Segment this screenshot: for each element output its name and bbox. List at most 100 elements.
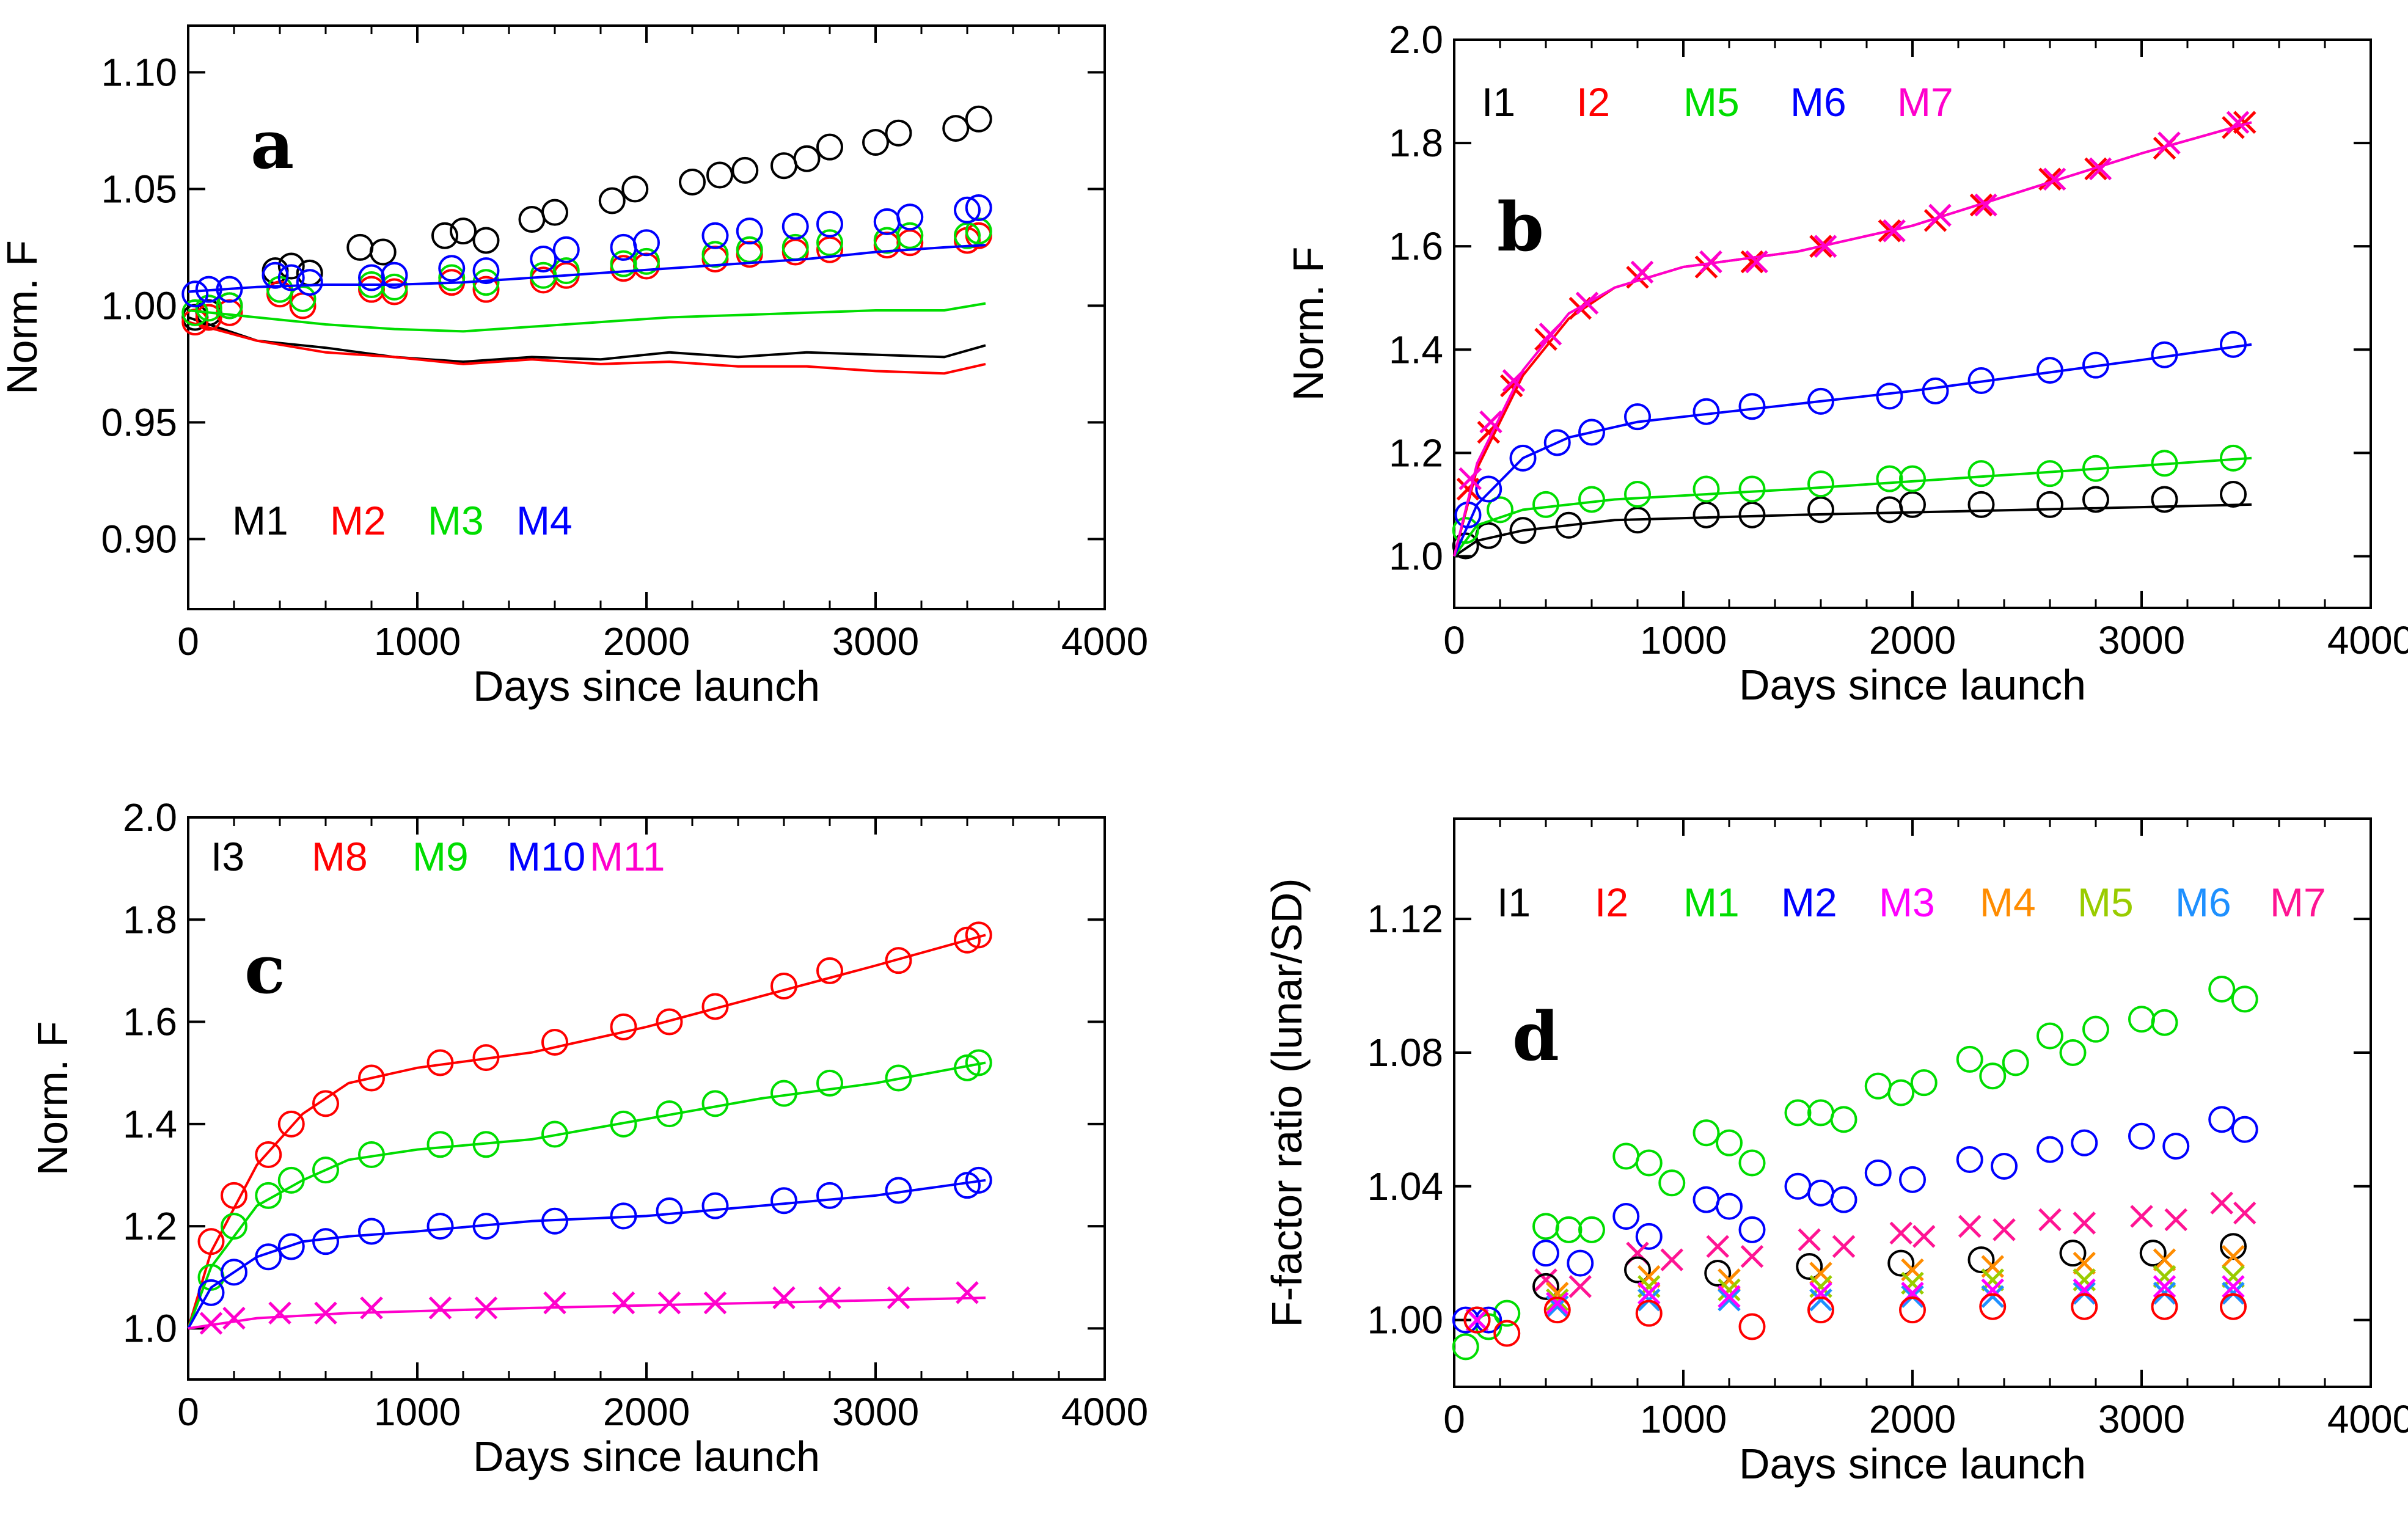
data-point (312, 1090, 339, 1117)
series-m7 (1453, 111, 2252, 557)
data-point (541, 1029, 568, 1056)
data-point (1532, 1213, 1559, 1240)
data-point (552, 236, 580, 263)
data-point (1578, 1216, 1605, 1243)
data-point (1993, 1218, 2016, 1241)
data-point (1887, 1249, 1915, 1277)
series-line (1453, 121, 2252, 557)
data-point (541, 1207, 568, 1235)
data-point (1452, 532, 1479, 560)
data-point (1958, 1215, 1982, 1238)
data-point (1887, 1079, 1915, 1106)
legend-entry: M7 (2270, 880, 2326, 925)
data-point (731, 156, 759, 184)
legend-entry: I3 (211, 834, 244, 879)
data-point (2037, 460, 2063, 488)
data-point (2082, 1015, 2109, 1043)
data-point (1532, 1240, 1559, 1267)
data-point (2139, 1240, 2167, 1267)
data-point (816, 1069, 843, 1097)
legend-entry: M5 (1683, 79, 1740, 125)
data-point (195, 276, 222, 303)
data-point (1493, 1299, 1521, 1327)
data-point (277, 252, 305, 280)
data-point (1740, 250, 1764, 274)
data-point (770, 1080, 797, 1107)
series-m1 (1452, 976, 2258, 1361)
x-tick-label: 3000 (832, 1390, 919, 1434)
data-point (701, 1192, 729, 1219)
data-point (2220, 481, 2247, 508)
data-point (610, 1202, 637, 1230)
data-point (1956, 1045, 1983, 1073)
data-point (610, 1013, 637, 1040)
legend-entry: M10 (507, 834, 585, 879)
data-point (221, 1259, 247, 1286)
data-point (277, 1110, 305, 1138)
y-tick-label: 1.8 (123, 897, 177, 941)
data-point (2043, 167, 2066, 191)
x-tick-label: 0 (177, 1390, 199, 1434)
data-point (1578, 418, 1605, 446)
data-point (1493, 1320, 1521, 1347)
data-point (816, 229, 843, 257)
data-point (736, 217, 763, 245)
x-tick-label: 4000 (2327, 618, 2408, 662)
data-point (701, 993, 729, 1020)
data-point (2220, 331, 2247, 358)
data-point (896, 229, 924, 257)
data-point (1979, 1062, 2007, 1090)
data-point (428, 1296, 452, 1320)
y-tick-label: 1.10 (101, 50, 177, 94)
data-point (1956, 1146, 1983, 1173)
data-point (1899, 465, 1926, 492)
data-point (2231, 985, 2258, 1013)
data-point (1899, 1166, 1926, 1193)
data-point (2038, 1208, 2062, 1232)
data-point (255, 1182, 282, 1209)
data-point (1704, 1260, 1732, 1287)
series-m9 (187, 1049, 992, 1329)
data-point (1910, 1069, 1938, 1097)
data-point (1928, 203, 1952, 227)
series-m5 (1452, 444, 2252, 557)
data-point (1807, 387, 1834, 415)
data-point (701, 222, 729, 249)
data-point (426, 1049, 454, 1076)
data-point (1981, 1285, 2005, 1309)
series-line (188, 1296, 986, 1330)
data-point (1539, 323, 1562, 346)
data-point (816, 236, 843, 263)
data-point (358, 1064, 385, 1092)
data-point (221, 1213, 247, 1240)
data-point (1912, 1225, 1936, 1248)
data-point (954, 926, 981, 954)
y-tick-label: 1.2 (123, 1204, 177, 1248)
data-point (1745, 250, 1768, 274)
legend-entry: M6 (1790, 79, 1846, 125)
data-point (2162, 1133, 2190, 1160)
series-m6 (1453, 331, 2252, 557)
data-point (2208, 1106, 2236, 1133)
series-i1 (1452, 481, 2252, 560)
y-tick-label: 1.0 (1389, 534, 1443, 578)
data-point (679, 168, 706, 195)
data-point (2222, 1244, 2245, 1268)
data-point (2088, 157, 2112, 181)
series-line (188, 302, 986, 333)
data-point (543, 1291, 566, 1315)
data-point (772, 1286, 796, 1309)
data-point (1899, 491, 1926, 518)
series-line (188, 321, 986, 375)
legend-entry: M8 (312, 834, 368, 879)
data-point (472, 276, 500, 303)
data-point (1630, 260, 1654, 284)
data-point (793, 145, 821, 172)
series-m2 (181, 222, 992, 375)
data-point (816, 957, 843, 984)
data-point (1635, 1299, 1663, 1327)
data-point (2037, 491, 2063, 518)
data-point (195, 304, 222, 331)
legend-entry: M9 (412, 834, 469, 879)
data-point (197, 1228, 225, 1255)
